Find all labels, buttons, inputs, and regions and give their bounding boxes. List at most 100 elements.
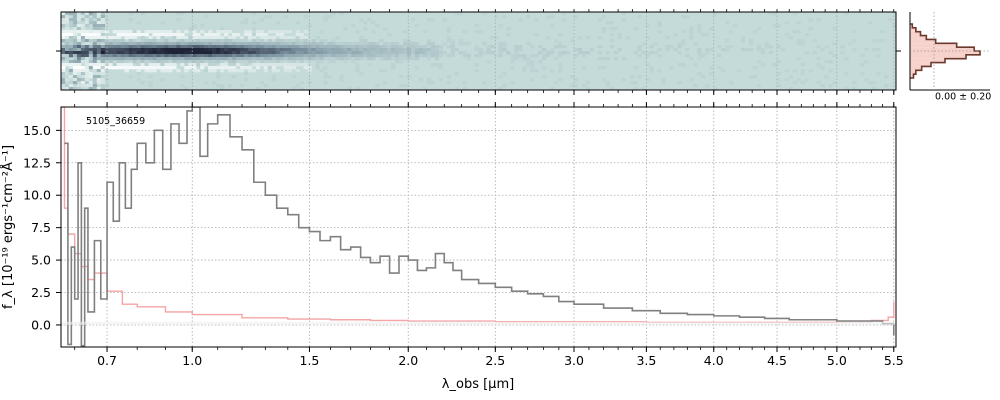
heatmap-cell — [263, 15, 269, 19]
heatmap-cell — [518, 54, 523, 58]
heatmap-cell — [275, 57, 280, 61]
heatmap-cell — [454, 87, 459, 90]
heatmap-cell — [355, 30, 360, 34]
heatmap-cell — [88, 63, 94, 67]
heatmap-cell — [220, 39, 225, 43]
heatmap-cell — [462, 42, 467, 46]
heatmap-cell — [156, 57, 161, 61]
heatmap-cell — [279, 54, 284, 58]
heatmap-cell — [462, 51, 467, 55]
heatmap-cell — [387, 54, 392, 58]
heatmap-cell — [220, 30, 225, 34]
heatmap-cell — [510, 54, 515, 58]
heatmap-cell — [61, 84, 66, 88]
heatmap-cell — [144, 51, 149, 55]
heatmap-cell — [72, 63, 78, 67]
heatmap-cell — [685, 54, 690, 58]
heatmap-cell — [816, 45, 821, 49]
heatmap-cell — [80, 75, 86, 79]
y-tick-label: 5.0 — [31, 253, 51, 268]
heatmap-cell — [204, 15, 209, 19]
heatmap-cell — [764, 45, 770, 49]
heatmap-cell — [299, 45, 304, 49]
heatmap-cell — [152, 57, 157, 61]
heatmap-cell — [228, 54, 233, 58]
heatmap-cell — [120, 39, 125, 43]
heatmap-cell — [279, 48, 284, 52]
heatmap-cell — [311, 57, 316, 61]
heatmap-cell — [546, 54, 551, 58]
heatmap-cell — [311, 54, 316, 58]
heatmap-cell — [100, 63, 106, 67]
heatmap-cell — [756, 45, 762, 49]
heatmap-cell — [156, 42, 161, 46]
heatmap-cell — [832, 27, 837, 31]
heatmap-cell — [80, 45, 86, 49]
heatmap-cell — [216, 72, 221, 76]
heatmap-cell — [92, 21, 98, 25]
heatmap-cell — [100, 66, 106, 70]
heatmap-cell — [212, 57, 217, 61]
heatmap-cell — [609, 27, 614, 31]
heatmap-cell — [235, 48, 241, 52]
heatmap-cell — [406, 54, 412, 58]
histogram-bar — [910, 35, 927, 40]
heatmap-cell — [323, 54, 328, 58]
heatmap-cell — [800, 69, 805, 73]
heatmap-cell — [534, 33, 539, 37]
x-tick-labels: 0.7 1.0 1.5 2.0 2.5 3.0 3.5 4.0 4.5 5.0 5.5 — [97, 353, 904, 368]
heatmap-cell — [68, 39, 74, 43]
heatmap-cell — [458, 42, 463, 46]
heatmap-cell — [323, 18, 328, 22]
heatmap-cell — [558, 42, 563, 46]
heatmap-cell — [383, 27, 388, 31]
heatmap-cell — [367, 18, 372, 22]
heatmap-cell — [100, 33, 106, 37]
heatmap-cell — [315, 51, 320, 55]
heatmap-cell — [112, 57, 117, 61]
heatmap-cell — [637, 48, 642, 52]
heatmap-cell — [235, 63, 241, 67]
heatmap-cell — [160, 54, 165, 58]
heatmap-cell — [168, 66, 173, 70]
heatmap-cell — [776, 24, 781, 28]
heatmap-cell — [271, 66, 277, 70]
heatmap-cell — [824, 75, 829, 79]
heatmap-cell — [279, 51, 284, 55]
heatmap-cell — [76, 30, 82, 34]
heatmap-cell — [379, 51, 384, 55]
heatmap-cell — [192, 42, 197, 46]
heatmap-cell — [80, 27, 86, 31]
heatmap-cell — [609, 87, 614, 90]
heatmap-cell — [363, 27, 368, 31]
heatmap-cell — [216, 51, 221, 55]
heatmap-cell — [530, 45, 535, 49]
heatmap-cell — [375, 51, 380, 55]
heatmap-cell — [299, 48, 304, 52]
heatmap-cell — [247, 60, 253, 64]
heatmap-cell — [657, 24, 662, 28]
heatmap-cell — [228, 66, 233, 70]
heatmap-cell — [363, 51, 368, 55]
heatmap-cell — [192, 54, 197, 58]
heatmap-cell — [88, 51, 94, 55]
heatmap-cell — [124, 36, 129, 40]
heatmap-cell — [80, 69, 86, 73]
heatmap-cell — [323, 57, 328, 61]
heatmap-cell — [239, 66, 245, 70]
heatmap-cell — [96, 69, 102, 73]
heatmap-cell — [112, 51, 117, 55]
heatmap-cell — [144, 60, 149, 64]
heatmap-cell — [319, 54, 324, 58]
heatmap-cell — [204, 57, 209, 61]
heatmap-cell — [287, 51, 292, 55]
heatmap-cell — [116, 42, 121, 46]
heatmap-cell — [379, 45, 384, 49]
heatmap-cell — [84, 63, 90, 67]
heatmap-cell — [725, 39, 730, 43]
heatmap-cell — [128, 48, 133, 52]
heatmap-cell — [343, 45, 348, 49]
x-tick-label: 4.0 — [704, 353, 724, 368]
heatmap-cell — [88, 87, 94, 90]
heatmap-cell — [709, 27, 714, 31]
